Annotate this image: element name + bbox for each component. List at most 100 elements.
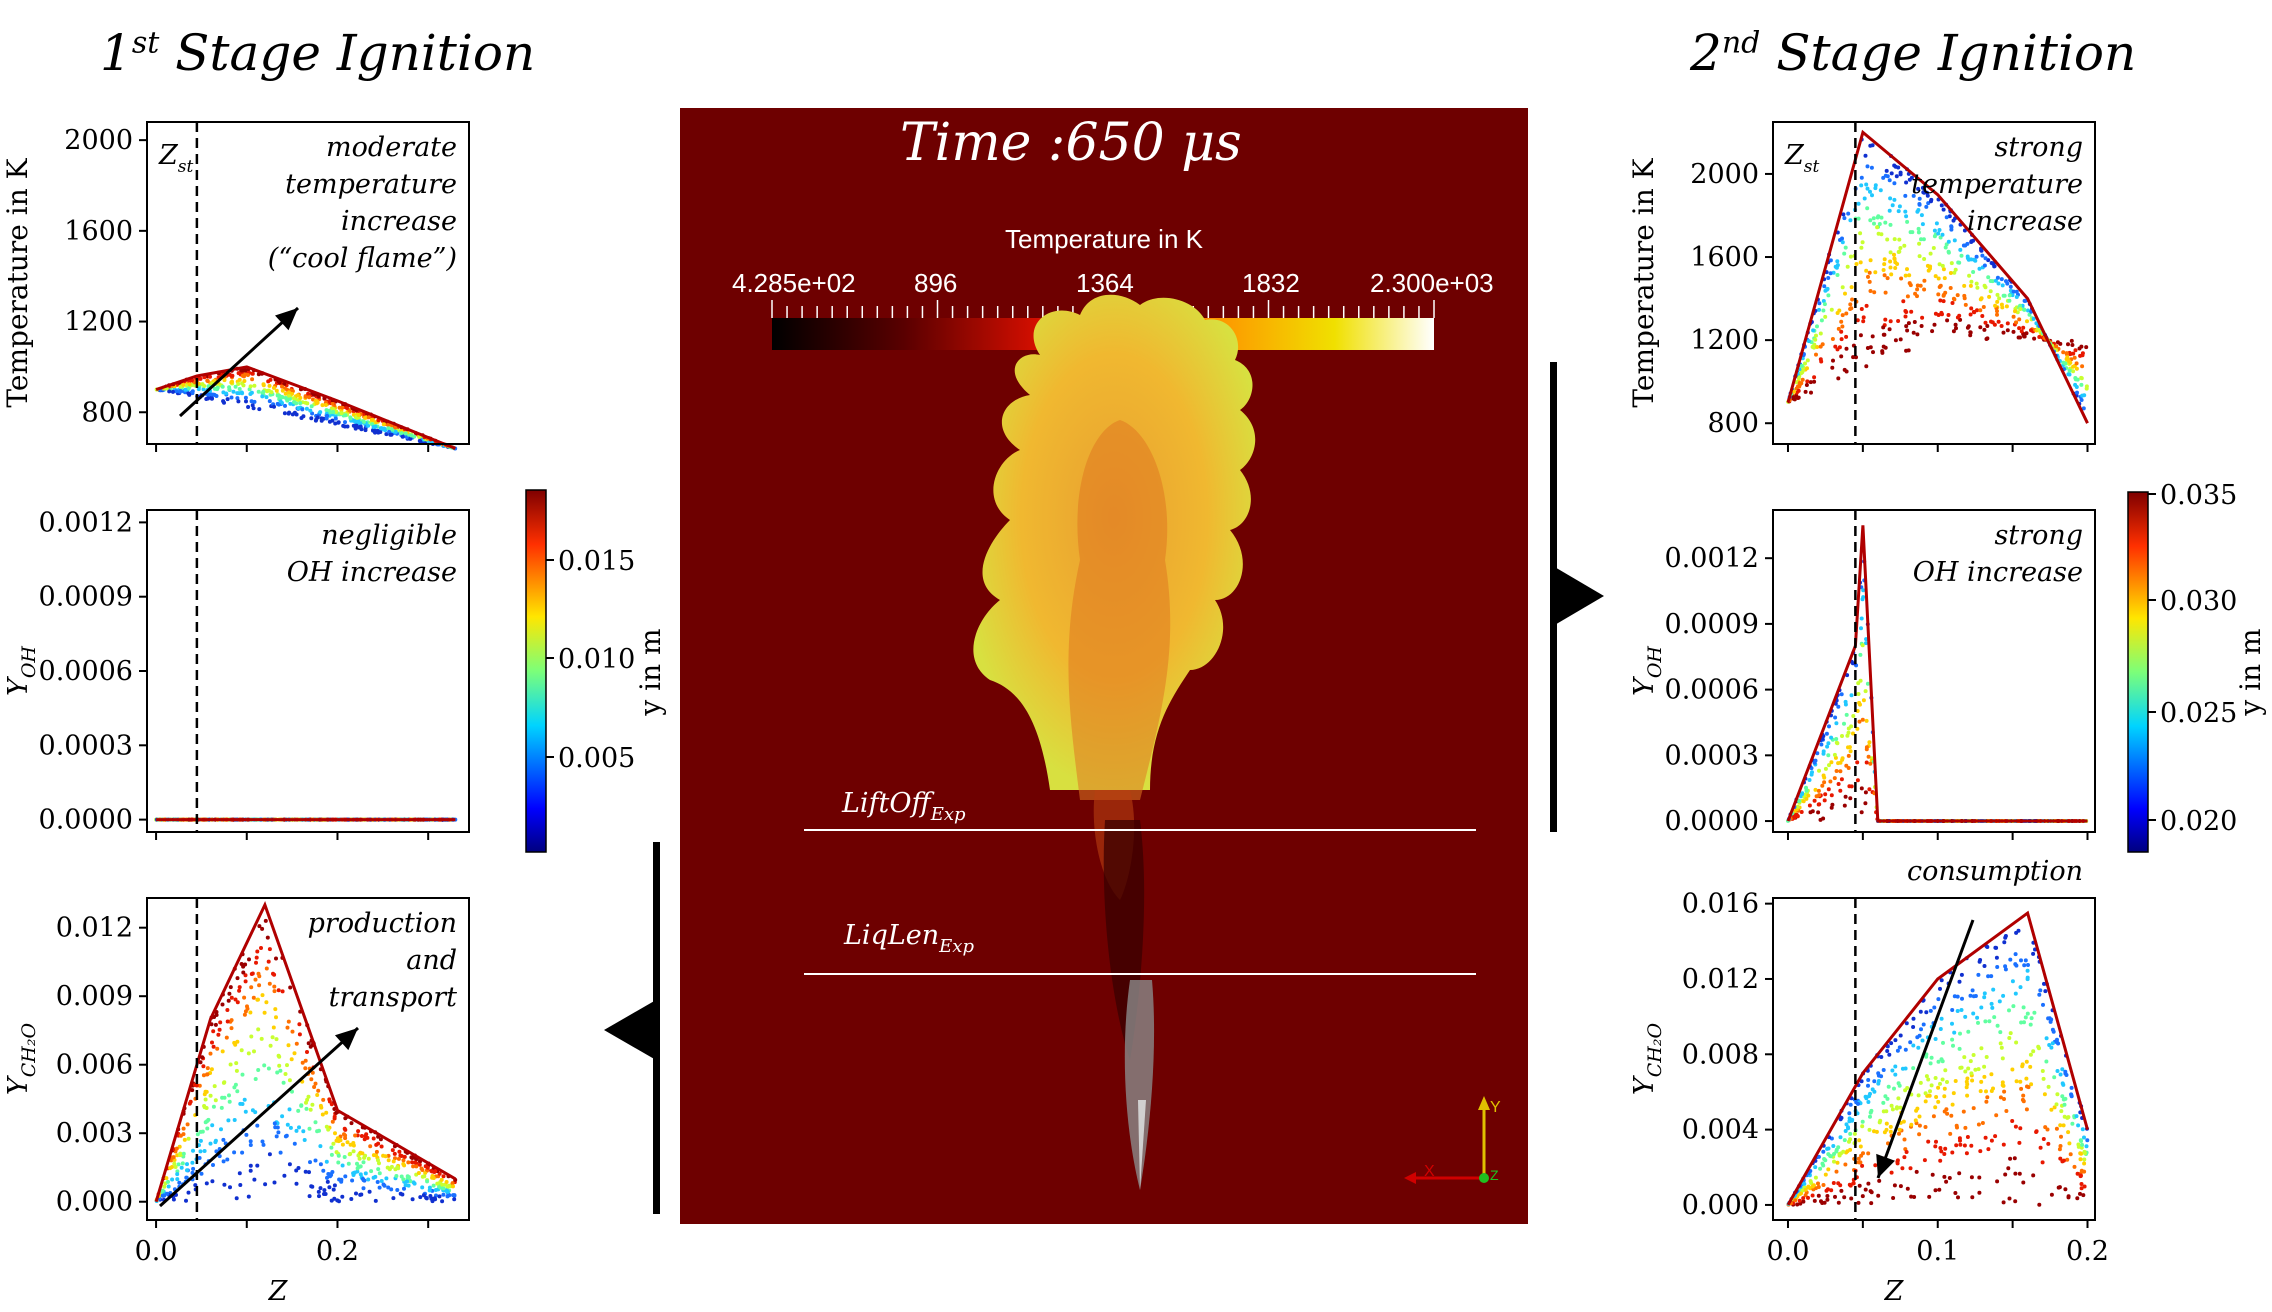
scatter-point	[1838, 788, 1843, 793]
scatter-point	[441, 1174, 446, 1179]
scatter-point	[1909, 1122, 1914, 1127]
scatter-point	[440, 1182, 445, 1187]
scatter-point	[2011, 289, 2016, 294]
scatter-point	[2054, 1102, 2059, 1107]
scatter-point	[221, 1159, 226, 1164]
scatter-point	[260, 394, 265, 399]
scatter-point	[379, 426, 384, 431]
y-tick-label: 0.000	[1682, 1190, 1759, 1221]
scatter-point	[224, 1035, 229, 1040]
scatter-point	[1820, 783, 1825, 788]
scatter-point	[1877, 222, 1882, 226]
scatter-point	[1883, 317, 1888, 322]
scatter-point	[1952, 994, 1957, 999]
scatter-point	[1884, 1109, 1889, 1114]
scatter-point	[409, 433, 414, 438]
scatter-point	[1984, 1089, 1988, 1094]
scatter-point	[340, 1142, 345, 1147]
scatter-point	[378, 430, 383, 434]
scatter-point	[2075, 390, 2079, 395]
scatter-point	[1933, 1144, 1938, 1149]
scatter-point	[1831, 270, 1836, 275]
scatter-point	[269, 390, 274, 395]
scatter-point	[355, 420, 359, 425]
scatter-point	[186, 391, 191, 396]
scatter-point	[220, 384, 225, 389]
scatter-point	[257, 924, 262, 929]
scatter-point	[1824, 1188, 1829, 1193]
scatter-point	[237, 1171, 242, 1176]
scatter-point	[2045, 1127, 2050, 1132]
scatter-point	[1829, 793, 1834, 798]
scatter-point	[313, 398, 318, 403]
scatter-point	[319, 416, 324, 421]
scatter-point	[424, 1196, 429, 1201]
scatter-point	[307, 1126, 312, 1131]
scatter-point	[254, 955, 259, 960]
scatter-point	[167, 389, 172, 394]
scatter-point	[437, 1171, 442, 1176]
scatter-point	[331, 1141, 336, 1146]
flame-plume	[973, 294, 1256, 1190]
panel-annotation: transport	[329, 982, 458, 1013]
scatter-point	[306, 1041, 311, 1046]
scatter-point	[1971, 1053, 1976, 1057]
scatter-point	[385, 1165, 390, 1170]
scatter-point	[273, 1007, 278, 1012]
scatter-point	[1940, 263, 1945, 268]
scatter-point	[1797, 381, 1802, 385]
scatter-point	[1876, 1193, 1881, 1198]
svg-text:X: X	[1424, 1163, 1435, 1180]
scatter-point	[276, 988, 281, 993]
scatter-point	[1965, 1076, 1970, 1081]
scatter-point	[2079, 1168, 2084, 1173]
scatter-point	[1982, 283, 1987, 288]
scatter-point	[1954, 1143, 1959, 1148]
right-cb-label: y in m	[2234, 628, 2267, 716]
scatter-point	[373, 1198, 378, 1203]
scatter-point	[1886, 1084, 1891, 1089]
scatter-point	[259, 946, 263, 950]
scatter-point	[294, 1041, 299, 1046]
scatter-point	[1896, 209, 1901, 214]
scatter-point	[320, 403, 325, 408]
scatter-point	[1898, 246, 1903, 250]
scatter-point	[1820, 1201, 1825, 1205]
scatter-point	[1863, 801, 1868, 806]
scatter-point	[1924, 204, 1929, 209]
scatter-point	[1922, 1158, 1927, 1163]
scatter-point	[1991, 987, 1996, 992]
scatter-point	[244, 399, 248, 404]
scatter-point	[313, 1158, 318, 1163]
scatter-point	[275, 1125, 280, 1130]
scatter-point	[2022, 334, 2027, 339]
scatter-point	[2007, 293, 2012, 298]
scatter-point	[1891, 1196, 1896, 1200]
scatter-point	[178, 1153, 183, 1158]
scatter-point	[1903, 1066, 1908, 1071]
scatter-point	[345, 424, 350, 429]
scatter-point	[222, 378, 227, 383]
scatter-point	[1839, 354, 1844, 359]
scatter-point	[1952, 1030, 1957, 1035]
scatter-point	[2078, 1157, 2083, 1162]
scatter-point	[1976, 1067, 1981, 1072]
scatter-point	[2002, 940, 2007, 945]
scatter-point	[2080, 1127, 2085, 1132]
scatter-point	[2024, 1107, 2029, 1112]
scatter-point	[1932, 228, 1937, 233]
scatter-point	[2080, 364, 2085, 369]
scatter-point	[1977, 1175, 1982, 1180]
scatter-point	[2074, 366, 2079, 371]
scatter-point	[1861, 588, 1866, 593]
scatter-point	[2058, 1123, 2063, 1128]
scatter-point	[1826, 293, 1831, 298]
scatter-point	[1802, 1181, 1807, 1186]
scatter-point	[371, 1136, 376, 1141]
scatter-point	[2069, 1094, 2074, 1099]
scatter-point	[317, 1194, 321, 1199]
scatter-point	[329, 1152, 334, 1157]
scatter-point	[276, 1053, 281, 1058]
scatter-point	[402, 1163, 407, 1168]
scatter-point	[2001, 993, 2006, 998]
